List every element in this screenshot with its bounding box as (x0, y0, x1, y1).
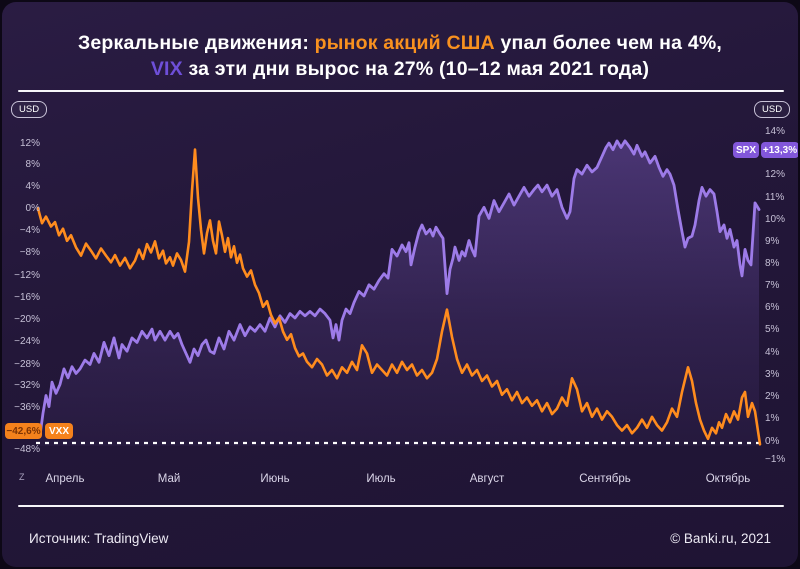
left-axis-tick: −36% (14, 402, 40, 413)
month-label: Август (469, 473, 505, 485)
vxx-line (36, 148, 762, 446)
spx-last-value-badge: +13,3% (761, 142, 798, 158)
left-axis-tick: −16% (14, 292, 40, 303)
title-text-run: за эти дни вырос на 27% (10–12 мая 2021 … (182, 58, 650, 80)
spx-area-fill (40, 140, 759, 446)
right-axis-tick: 9% (765, 236, 780, 247)
footer-separator (18, 505, 784, 507)
left-axis-tick: 8% (25, 159, 40, 170)
left-axis-tick: −24% (14, 336, 40, 347)
title-text-run: упал более чем на 4%, (494, 32, 723, 54)
right-axis-tick: 5% (765, 324, 780, 335)
right-axis-tick: 0% (765, 436, 780, 447)
right-axis-tick: 7% (765, 280, 780, 291)
right-axis-tick: 8% (765, 258, 780, 269)
month-label: Октябрь (705, 473, 751, 485)
right-scale-currency-button[interactable]: USD (754, 101, 791, 118)
left-axis-tick: 12% (19, 138, 40, 149)
title-text-run: Зеркальные движения: (77, 32, 315, 54)
left-scale-currency-button[interactable]: USD (11, 101, 48, 118)
vxx-last-value-badge: −42,6% (5, 423, 42, 439)
title-text-run: VIX (150, 58, 183, 80)
spx-line (38, 139, 761, 437)
source-credit: Источник: TradingView (29, 531, 169, 546)
left-axis-tick: −32% (14, 380, 40, 391)
title-text-run: рынок акций США (314, 32, 495, 54)
left-axis-tick: 4% (25, 181, 40, 192)
left-axis-tick: −48% (14, 444, 40, 455)
month-label: Июль (366, 473, 396, 485)
left-axis-tick: 0% (25, 203, 40, 214)
left-axis-tick: −20% (14, 314, 40, 325)
right-axis-tick: 2% (765, 391, 780, 402)
title-separator (18, 90, 784, 92)
month-label: Май (157, 473, 181, 485)
right-axis-tick: 3% (765, 369, 780, 380)
left-axis-tick: −4% (19, 225, 40, 236)
copyright: © Banki.ru, 2021 (670, 531, 771, 546)
month-label: Июнь (260, 473, 290, 485)
right-axis-tick: 11% (765, 192, 785, 203)
right-axis-tick: −1% (765, 454, 786, 465)
vxx-ticker-badge: VXX (45, 423, 73, 439)
right-axis-tick: 14% (765, 126, 786, 137)
right-axis-tick: 6% (765, 302, 780, 313)
right-axis-tick: 10% (765, 214, 786, 225)
right-axis-tick: 4% (765, 347, 780, 358)
title-line-2: VIX за эти дни вырос на 27% (10–12 мая 2… (2, 56, 798, 82)
title-line-1: Зеркальные движения: рынок акций США упа… (2, 30, 798, 56)
left-axis-tick: −12% (14, 270, 40, 281)
left-axis-tick: −28% (14, 359, 40, 370)
month-label: Сентябрь (579, 473, 631, 485)
left-axis-tick: −8% (19, 247, 40, 258)
timezone-label: Z (19, 472, 25, 482)
right-axis-tick: 12% (765, 169, 786, 180)
month-label: Апрель (45, 473, 85, 485)
chart-title: Зеркальные движения: рынок акций США упа… (2, 30, 798, 82)
spx-ticker-badge: SPX (733, 142, 759, 158)
right-axis-tick: 1% (765, 413, 780, 424)
